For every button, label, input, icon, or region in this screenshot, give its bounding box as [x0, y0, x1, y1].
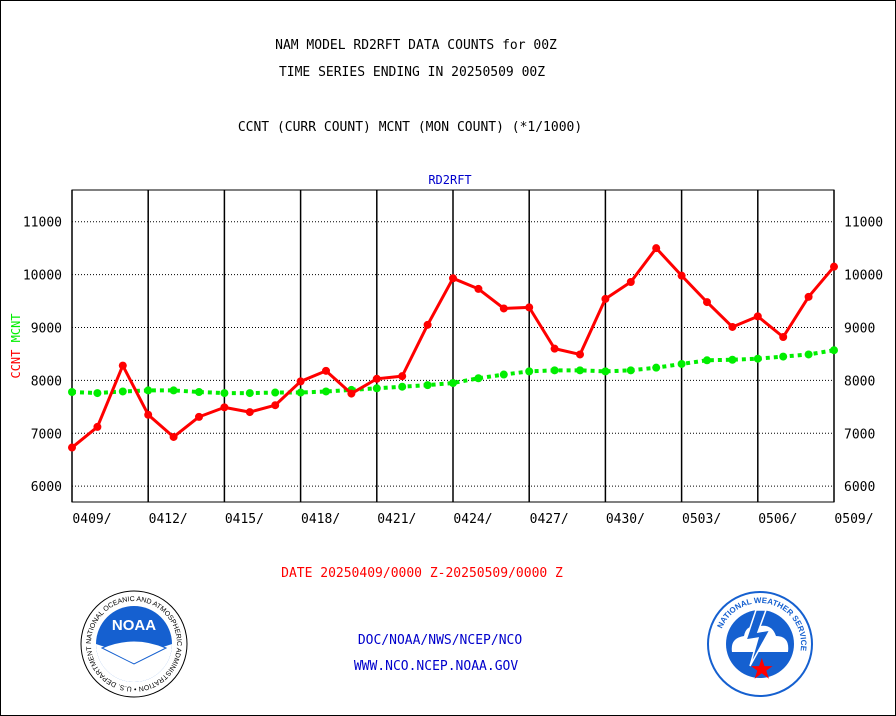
- data-point-mcnt: [68, 388, 76, 397]
- data-point-mcnt: [474, 374, 483, 383]
- x-tick-label: 0415/: [225, 512, 264, 527]
- y-tick-label-left: 10000: [23, 269, 62, 284]
- data-point-mcnt: [220, 389, 229, 398]
- x-tick-label: 0424/: [453, 512, 492, 527]
- data-point-mcnt: [144, 386, 153, 395]
- chart-title: RD2RFT: [428, 173, 471, 187]
- data-point-mcnt: [804, 350, 813, 359]
- date-range-label: DATE 20250409/0000 Z-20250509/0000 Z: [281, 566, 563, 581]
- data-point-ccnt: [830, 262, 838, 271]
- data-point-mcnt: [626, 366, 635, 375]
- data-point-ccnt: [753, 312, 762, 321]
- title-line-2: TIME SERIES ENDING IN 20250509 00Z: [278, 65, 546, 80]
- data-point-mcnt: [830, 346, 838, 355]
- data-point-ccnt: [398, 372, 407, 381]
- y-tick-label-right: 11000: [844, 216, 883, 231]
- data-point-ccnt: [550, 344, 559, 353]
- y-tick-label-left: 11000: [23, 216, 62, 231]
- y-tick-label-right: 10000: [844, 269, 883, 284]
- y-tick-label-right: 6000: [844, 480, 875, 495]
- title-line-1: NAM MODEL RD2RFT DATA COUNTS for 00Z: [275, 38, 557, 53]
- data-point-ccnt: [804, 292, 813, 301]
- data-point-mcnt: [245, 389, 254, 398]
- data-point-mcnt: [296, 388, 305, 397]
- data-point-mcnt: [550, 366, 559, 375]
- data-point-ccnt: [68, 443, 76, 452]
- data-point-ccnt: [576, 350, 584, 359]
- x-tick-label: 0509/: [834, 512, 873, 527]
- y-axis-label-part: MCNT: [9, 313, 23, 349]
- website-link[interactable]: WWW.NCO.NCEP.NOAA.GOV: [353, 659, 519, 674]
- x-tick-label: 0418/: [301, 512, 340, 527]
- data-point-mcnt: [753, 354, 762, 363]
- data-point-ccnt: [169, 432, 178, 441]
- data-point-mcnt: [118, 387, 127, 396]
- data-point-mcnt: [398, 382, 407, 391]
- data-point-ccnt: [347, 389, 356, 398]
- data-point-mcnt: [677, 359, 686, 368]
- data-point-ccnt: [423, 320, 432, 329]
- x-tick-label: 0503/: [682, 512, 721, 527]
- data-point-ccnt: [195, 412, 203, 421]
- data-point-mcnt: [576, 366, 584, 375]
- data-point-ccnt: [728, 322, 737, 331]
- noaa-logo: NOAA NATIONAL OCEANIC AND ATMOSPHERIC AD…: [80, 590, 188, 698]
- data-point-mcnt: [195, 388, 203, 397]
- data-point-mcnt: [601, 367, 610, 376]
- data-point-mcnt: [449, 379, 457, 388]
- noaa-logo-text: NOAA: [112, 617, 156, 634]
- data-point-mcnt: [322, 387, 330, 396]
- data-point-ccnt: [245, 408, 254, 417]
- data-point-ccnt: [220, 403, 229, 412]
- y-tick-label-right: 9000: [844, 321, 875, 336]
- y-tick-label-right: 8000: [844, 374, 875, 389]
- y-axis-label: CCNT MCNT: [9, 313, 23, 378]
- y-tick-label-left: 7000: [31, 427, 62, 442]
- data-point-ccnt: [652, 244, 661, 253]
- data-point-mcnt: [372, 384, 381, 393]
- data-point-ccnt: [626, 278, 635, 287]
- data-point-mcnt: [779, 352, 788, 361]
- data-point-ccnt: [372, 374, 381, 383]
- data-point-ccnt: [449, 274, 457, 283]
- data-point-ccnt: [118, 361, 127, 370]
- y-tick-label-right: 7000: [844, 427, 875, 442]
- data-point-ccnt: [144, 410, 153, 419]
- x-tick-label: 0506/: [758, 512, 797, 527]
- x-tick-label: 0430/: [606, 512, 645, 527]
- data-point-mcnt: [169, 386, 178, 395]
- data-point-mcnt: [499, 370, 508, 379]
- y-axis-label-part: CCNT: [9, 350, 23, 379]
- y-tick-label-left: 8000: [31, 374, 62, 389]
- data-point-ccnt: [677, 271, 686, 280]
- data-point-ccnt: [601, 294, 610, 303]
- x-tick-label: 0427/: [530, 512, 569, 527]
- nws-logo: NATIONAL WEATHER SERVICE: [707, 591, 813, 697]
- data-point-ccnt: [703, 298, 711, 307]
- data-point-mcnt: [525, 367, 534, 376]
- x-tick-label: 0421/: [377, 512, 416, 527]
- data-point-mcnt: [652, 363, 661, 372]
- y-tick-label-left: 9000: [31, 321, 62, 336]
- x-tick-label: 0412/: [149, 512, 188, 527]
- data-point-ccnt: [499, 304, 508, 313]
- data-point-mcnt: [271, 388, 280, 397]
- data-point-ccnt: [271, 401, 280, 410]
- data-point-ccnt: [525, 303, 534, 312]
- data-point-ccnt: [474, 284, 483, 293]
- data-point-ccnt: [93, 422, 102, 431]
- x-tick-label: 0409/: [72, 512, 111, 527]
- y-tick-label-left: 6000: [31, 480, 62, 495]
- data-point-mcnt: [93, 389, 102, 398]
- data-point-ccnt: [322, 366, 330, 375]
- data-point-mcnt: [728, 355, 737, 364]
- data-point-mcnt: [703, 356, 711, 365]
- data-point-ccnt: [779, 333, 788, 342]
- title-line-3: CCNT (CURR COUNT) MCNT (MON COUNT) (*1/1…: [237, 120, 583, 135]
- data-point-mcnt: [423, 381, 432, 390]
- org-label: DOC/NOAA/NWS/NCEP/NCO: [357, 633, 523, 648]
- data-point-ccnt: [296, 377, 305, 386]
